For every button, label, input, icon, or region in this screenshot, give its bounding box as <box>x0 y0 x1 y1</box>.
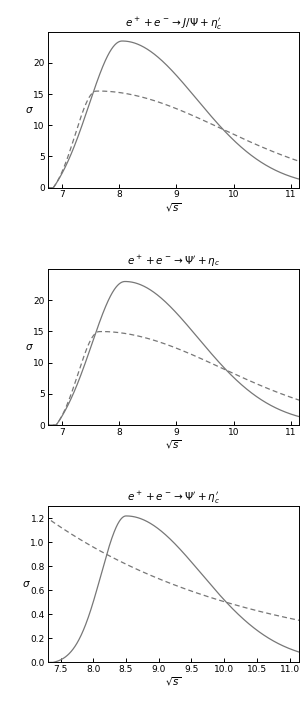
Title: $e^+ + e^- \rightarrow J/\Psi + \eta_c^{\prime}$: $e^+ + e^- \rightarrow J/\Psi + \eta_c^{… <box>125 15 222 32</box>
Y-axis label: $\sigma$: $\sigma$ <box>25 342 33 352</box>
X-axis label: $\sqrt{s}$: $\sqrt{s}$ <box>165 676 182 688</box>
X-axis label: $\sqrt{s}$: $\sqrt{s}$ <box>165 438 182 451</box>
Title: $e^+ + e^- \rightarrow \Psi^{\prime} + \eta_c$: $e^+ + e^- \rightarrow \Psi^{\prime} + \… <box>127 254 220 268</box>
Title: $e^+ + e^- \rightarrow \Psi^{\prime} + \eta_c^{\prime}$: $e^+ + e^- \rightarrow \Psi^{\prime} + \… <box>127 490 220 506</box>
Y-axis label: $\sigma$: $\sigma$ <box>25 104 33 115</box>
X-axis label: $\sqrt{s}$: $\sqrt{s}$ <box>165 201 182 214</box>
Y-axis label: $\sigma$: $\sigma$ <box>22 579 31 590</box>
